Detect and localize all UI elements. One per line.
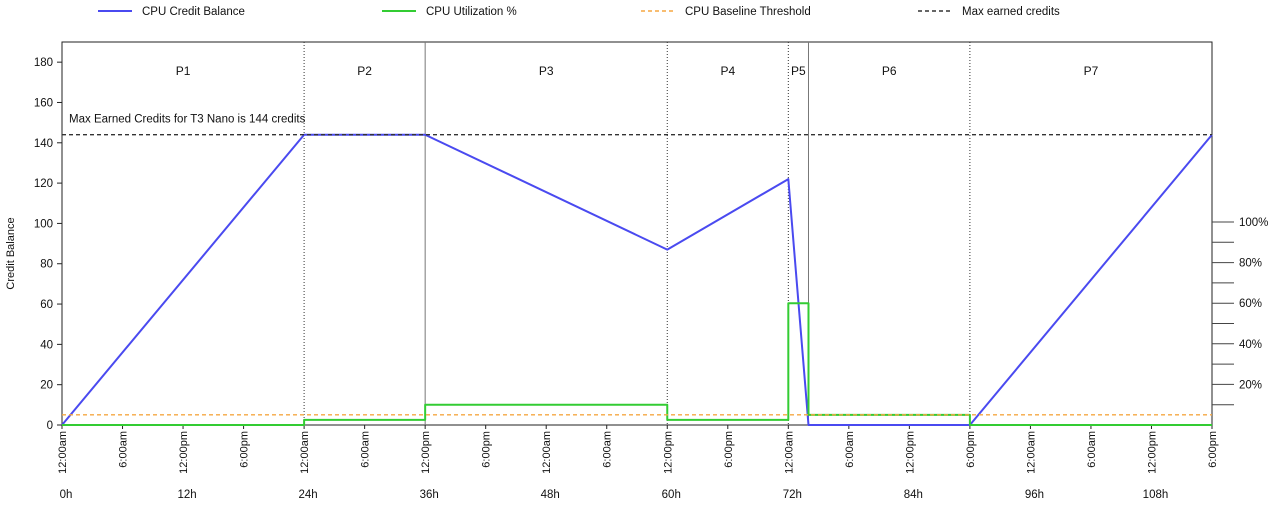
x-tick-time-label: 6:00am	[844, 431, 856, 468]
period-label: P6	[882, 64, 897, 78]
x-tick-time-label: 6:00pm	[239, 431, 251, 468]
y2-tick-label: 80%	[1239, 258, 1262, 270]
x-tick-hour-label: 24h	[299, 489, 318, 501]
y-tick-label: 40	[40, 339, 53, 351]
x-tick-time-label: 6:00pm	[481, 431, 493, 468]
y-tick-label: 0	[47, 420, 53, 432]
plot-frame	[61, 41, 1213, 426]
x-tick-time-label: 12:00am	[783, 431, 795, 474]
x-tick-hour-label: 108h	[1143, 489, 1169, 501]
y-tick-label: 100	[34, 218, 53, 230]
period-label: P5	[791, 64, 806, 78]
period-label: P1	[176, 64, 191, 78]
x-tick-time-label: 12:00pm	[904, 431, 916, 474]
x-tick-time-label: 12:00am	[1025, 431, 1037, 474]
x-tick-time-label: 12:00pm	[662, 431, 674, 474]
x-tick-time-label: 12:00pm	[1146, 431, 1158, 474]
x-tick-time-label: 6:00am	[602, 431, 614, 468]
x-tick-time-label: 12:00pm	[420, 431, 432, 474]
legend-label: Max earned credits	[962, 6, 1060, 18]
y-tick-label: 120	[34, 178, 53, 190]
y-tick-label: 60	[40, 299, 53, 311]
x-tick-time-label: 6:00am	[360, 431, 372, 468]
x-tick-time-label: 12:00pm	[178, 431, 190, 474]
series-line	[62, 302, 1212, 426]
y2-tick-label: 20%	[1239, 379, 1262, 391]
x-tick-time-label: 12:00am	[57, 431, 69, 474]
y-tick-label: 80	[40, 259, 53, 271]
y2-tick-label: 100%	[1239, 217, 1268, 229]
x-tick-hour-label: 96h	[1025, 489, 1044, 501]
x-tick-hour-label: 12h	[177, 489, 196, 501]
legend-label: CPU Credit Balance	[142, 6, 245, 18]
x-tick-hour-label: 36h	[420, 489, 439, 501]
y-tick-label: 180	[34, 57, 53, 69]
series-line	[61, 133, 1213, 426]
x-tick-hour-label: 84h	[904, 489, 923, 501]
y2-tick-label: 40%	[1239, 339, 1262, 351]
period-label: P2	[357, 64, 372, 78]
y-tick-label: 140	[34, 138, 53, 150]
x-tick-time-label: 6:00am	[1086, 431, 1098, 468]
period-label: P3	[539, 64, 554, 78]
x-tick-time-label: 6:00am	[118, 431, 130, 468]
y-tick-label: 160	[34, 97, 53, 109]
x-tick-time-label: 6:00pm	[723, 431, 735, 468]
x-tick-time-label: 12:00am	[299, 431, 311, 474]
legend-label: CPU Utilization %	[426, 6, 517, 18]
y2-tick-label: 60%	[1239, 298, 1262, 310]
x-tick-hour-label: 48h	[541, 489, 560, 501]
chart-annotation: Max Earned Credits for T3 Nano is 144 cr…	[69, 114, 306, 126]
x-tick-hour-label: 60h	[662, 489, 681, 501]
x-tick-time-label: 6:00pm	[1207, 431, 1219, 468]
y-axis-title: Credit Balance	[5, 217, 17, 289]
x-tick-hour-label: 0h	[60, 489, 73, 501]
x-tick-hour-label: 72h	[783, 489, 802, 501]
period-label: P7	[1084, 64, 1099, 78]
y-tick-label: 20	[40, 380, 53, 392]
legend-label: CPU Baseline Threshold	[685, 6, 811, 18]
period-label: P4	[720, 64, 735, 78]
x-tick-time-label: 12:00am	[541, 431, 553, 474]
x-tick-time-label: 6:00pm	[965, 431, 977, 468]
